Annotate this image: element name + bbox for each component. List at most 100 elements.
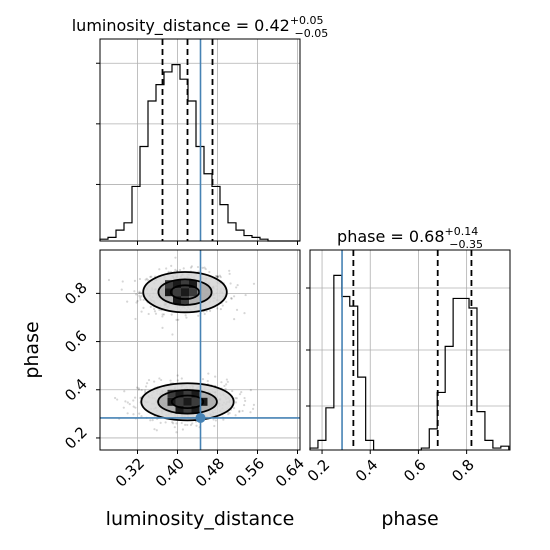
sample-point [139,298,142,301]
x-tick-labels: 0.32 0.40 0.48 0.56 0.64 [112,454,308,490]
density-contour [170,394,205,410]
density-pixel [181,296,189,305]
sample-point [204,267,207,271]
gridlines [310,250,510,450]
density-contour [142,271,228,314]
sample-point [212,418,215,421]
sample-point [238,393,242,396]
sample-point [142,306,145,309]
density-pixel [191,405,200,414]
sample-point [137,387,140,390]
x-tick-label: 0.56 [232,454,268,490]
sample-point [201,378,205,381]
sample-point [238,409,241,413]
sample-point [160,378,163,382]
sample-point [149,419,152,422]
sample-point [136,299,139,303]
density-pixel [175,397,184,406]
sample-point [208,270,211,274]
y-tick-label: 0.4 [61,375,91,405]
sample-point [201,266,204,269]
x-tick-label: 0.8 [448,456,478,486]
x-tick-label: 0.64 [272,454,308,490]
sample-point [133,279,137,283]
sample-point [128,403,131,406]
sample-point [153,307,156,311]
sample-point [140,388,143,392]
sample-point [184,423,187,426]
sample-point [243,312,246,315]
sample-point [243,403,246,407]
sample-point [145,382,149,385]
sample-point [230,297,233,300]
sample-point [189,423,193,427]
sample-point [153,428,156,431]
sample-point [140,295,143,298]
sample-point [133,290,136,293]
sample-point [170,313,173,316]
sample-point [116,398,119,401]
sample-point [213,424,216,428]
title-text: phase = 0.68 [337,227,444,246]
sample-point [145,277,148,280]
density-pixel [183,389,192,398]
x-tick-label: 0.4 [352,456,382,486]
sample-point [175,431,178,434]
sample-point [158,308,161,311]
sample-point [180,377,183,380]
density-pixel [165,288,173,297]
panel-title: phase = 0.68+0.14 −0.35 [337,225,483,251]
sample-point [170,264,173,267]
sample-point [203,312,206,316]
title-lower-error: −0.35 [449,238,483,251]
sample-point [113,396,117,400]
sample-point [215,275,219,278]
sample-point [233,318,236,321]
sample-point [232,407,236,410]
sample-point [155,429,158,432]
sample-point [120,288,123,291]
sample-point [161,315,164,318]
density-peak-pixels [165,280,208,414]
sample-point [135,293,138,296]
title-upper-error: +0.05 [290,14,324,27]
sample-point [126,401,129,404]
sample-point [252,403,256,406]
sample-point [177,318,180,321]
sample-point [185,316,188,319]
sample-point [171,333,174,336]
sample-point [149,305,152,308]
density-pixel [183,397,192,406]
sample-point [137,291,141,295]
sample-point [235,308,239,311]
sample-point [223,384,226,388]
density-pixel [181,288,189,297]
sample-point [234,397,237,400]
sample-point [184,314,187,317]
sample-point [235,286,238,289]
sample-point [178,268,182,272]
density-pixel [183,405,192,414]
sample-point [138,277,142,281]
sample-point [175,318,178,321]
sample-point [225,378,228,381]
sample-point [124,400,127,403]
sample-point [140,291,143,295]
x-axis-label-phase: phase [381,508,438,530]
density-contour [169,284,201,300]
sample-point [205,310,208,313]
density-pixel [191,397,200,406]
title-text: luminosity_distance = 0.42 [72,16,290,36]
sample-point [135,301,138,304]
sample-point [230,297,233,300]
sample-point [161,326,164,329]
sample-point [224,387,227,391]
sample-point [138,294,141,297]
sample-point [174,268,177,271]
sample-point [159,421,162,424]
sample-point [252,282,256,285]
sample-point [208,309,212,312]
sample-point [216,275,220,278]
density-pixel [181,280,189,289]
density-contour [140,382,235,422]
